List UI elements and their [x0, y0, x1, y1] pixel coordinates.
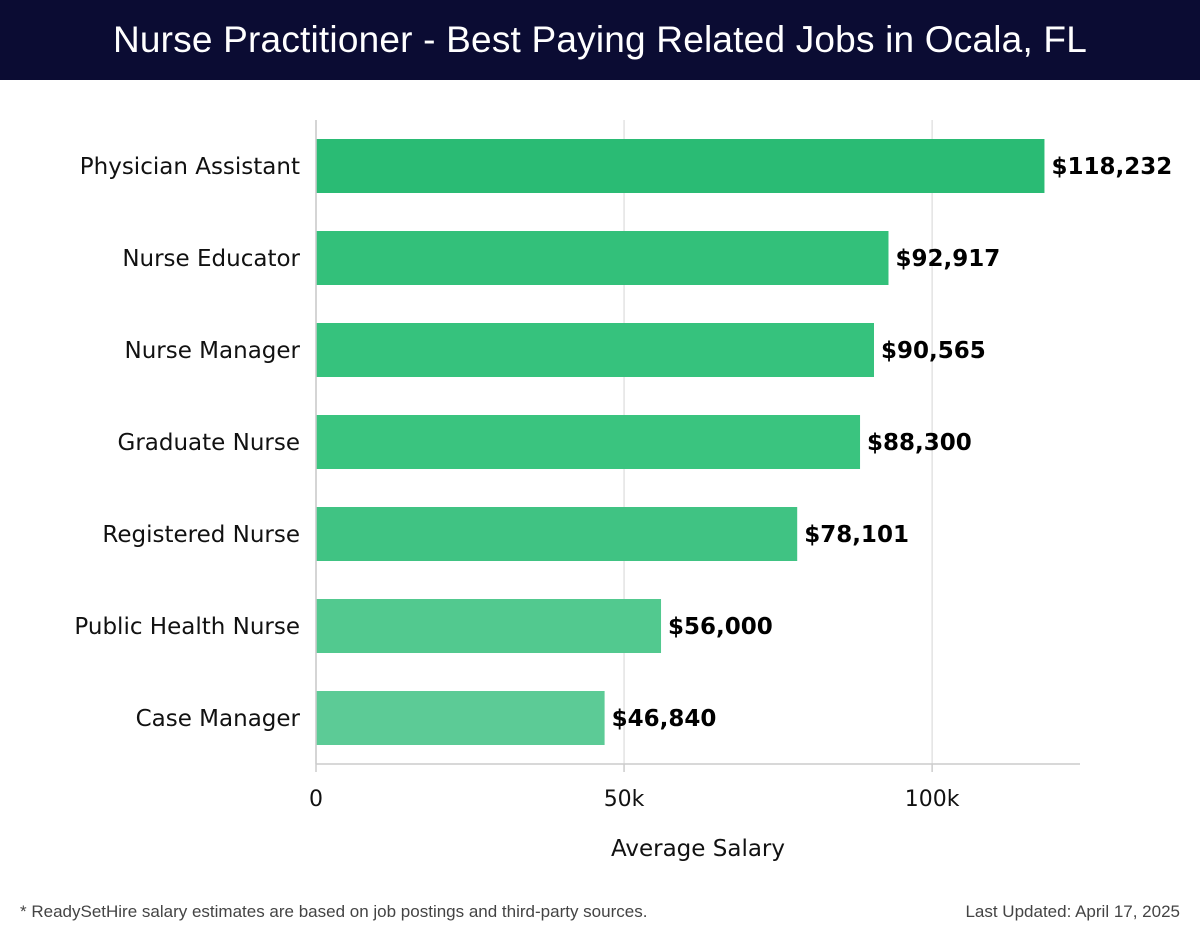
category-label: Registered Nurse: [102, 522, 300, 548]
category-label: Nurse Manager: [125, 338, 301, 364]
chart-title: Nurse Practitioner - Best Paying Related…: [0, 0, 1200, 80]
category-label: Public Health Nurse: [74, 614, 300, 640]
bars: [316, 139, 1045, 745]
value-label: $56,000: [668, 614, 773, 640]
x-axis-title: Average Salary: [611, 836, 785, 862]
bar: [316, 231, 889, 285]
category-label: Physician Assistant: [80, 154, 300, 180]
bar: [316, 323, 874, 377]
value-label: $90,565: [881, 338, 986, 364]
bar: [316, 691, 605, 745]
category-label: Nurse Educator: [122, 246, 300, 272]
source-note: * ReadySetHire salary estimates are base…: [20, 902, 648, 921]
last-updated: Last Updated: April 17, 2025: [965, 902, 1180, 921]
value-label: $78,101: [804, 522, 909, 548]
category-label: Graduate Nurse: [118, 430, 301, 456]
bar: [316, 415, 861, 469]
bar-chart: 0 50k 100k Average Salary Physician Assista…: [74, 120, 1172, 862]
value-label: $88,300: [867, 430, 972, 456]
x-tick-label: 0: [309, 787, 323, 812]
axes: 0 50k 100k Average Salary: [309, 120, 1080, 862]
value-label: $46,840: [612, 706, 717, 732]
value-label: $118,232: [1051, 154, 1172, 180]
bar: [316, 599, 662, 653]
bar: [316, 139, 1045, 193]
x-tick-label: 50k: [604, 787, 645, 812]
category-label: Case Manager: [136, 706, 301, 732]
labels: Physician Assistant $118,232 Nurse Educato…: [74, 154, 1172, 732]
value-label: $92,917: [895, 246, 1000, 272]
bar: [316, 507, 798, 561]
x-tick-label: 100k: [905, 787, 960, 812]
